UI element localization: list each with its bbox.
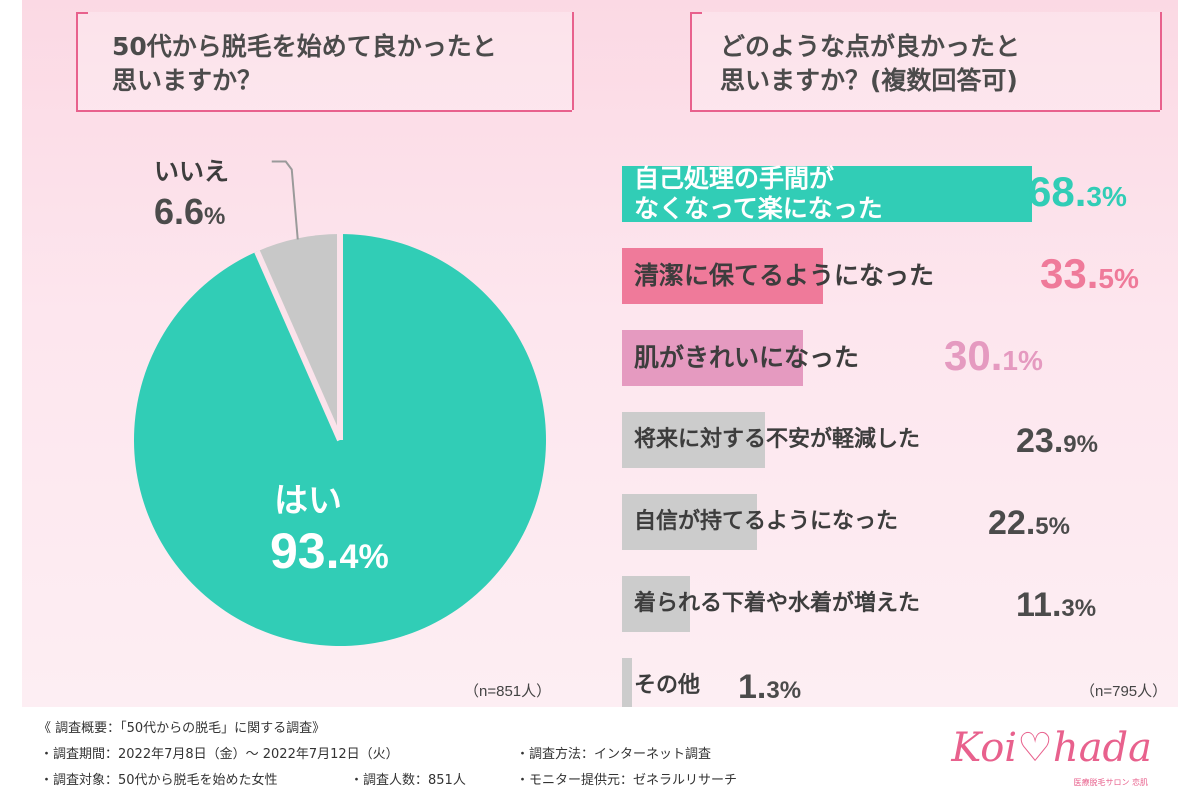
survey-method: ・調査方法：インターネット調査: [516, 747, 712, 762]
pie-label-no-value: 6.6%: [154, 191, 225, 232]
bar-value-5: 11.3%: [1016, 586, 1096, 625]
bar-value-3: 23.9%: [1016, 422, 1098, 461]
left-question-line-2: 思いますか？: [112, 66, 263, 95]
bar-value-3-pct: %: [1076, 431, 1098, 458]
bar-value-4-small: 5: [1035, 513, 1049, 540]
right-question-text: どのような点が良かったと 思いますか？(複数回答可): [720, 30, 1020, 98]
survey-provider: ・モニター提供元：ゼネラルリサーチ: [516, 773, 738, 788]
pie-yes-num: 93.: [270, 523, 340, 579]
bar-label-6-line-0: その他: [634, 673, 701, 698]
bar-2: [622, 330, 803, 386]
pie-no-pct: %: [204, 203, 225, 230]
pie-chart: いいえ 6.6% はい 93.4%: [133, 157, 547, 646]
bar-value-2-num: 30.: [944, 332, 1003, 379]
bar-3: [622, 412, 766, 468]
bar-label-4-line-0: 自信が持てるようになった: [634, 509, 899, 534]
bar-chart: 自己処理の手間が なくなって楽になった 68.3% 清潔に保てるようになった 33.5%…: [22, 0, 1178, 714]
bar-5: [622, 576, 690, 632]
left-question-text: 50代から脱毛を始めて良かったと 思いますか？: [112, 30, 497, 98]
bar-value-1: 33.5%: [1040, 250, 1139, 298]
bar-0: [622, 166, 1032, 222]
bar-value-5-num: 11.: [1016, 586, 1062, 624]
bar-label-1-line-0: 清潔に保てるようになった: [634, 261, 935, 290]
bar-value-2-pct: %: [1017, 345, 1043, 376]
bar-1: [622, 248, 823, 304]
bar-value-1-small: 5: [1098, 263, 1114, 294]
left-sample-size: （n=851人）: [464, 683, 552, 700]
pie-yes-pct: %: [358, 538, 388, 576]
bar-label-1: 清潔に保てるようになった: [634, 260, 935, 292]
bar-6: [622, 658, 632, 714]
bar-value-0-pct: %: [1101, 181, 1127, 212]
bar-value-3-num: 23.: [1016, 422, 1064, 460]
survey-target: ・調査対象：50代から脱毛を始めた女性: [40, 773, 278, 788]
bar-value-6-num: 1.: [738, 668, 767, 706]
bar-value-2: 30.1%: [944, 332, 1043, 380]
right-question-line-2: 思いますか？(複数回答可): [720, 66, 1018, 95]
pie-no-num: 6.6: [154, 191, 204, 232]
bar-label-0-line-0: 自己処理の手間が: [634, 164, 835, 193]
bar-value-5-small: 3: [1061, 595, 1075, 622]
pie-yes-small: 4: [340, 538, 359, 576]
survey-period: ・調査期間：2022年7月8日（金）～ 2022年7月12日（火）: [40, 747, 399, 762]
right-sample-size: （n=795人）: [1080, 683, 1168, 700]
bar-value-5-pct: %: [1074, 595, 1097, 622]
bar-value-3-small: 9: [1063, 431, 1077, 458]
bar-value-4-num: 22.: [988, 504, 1036, 542]
pie-label-no-name: いいえ: [154, 157, 229, 186]
bar-value-6: 1.3%: [738, 668, 801, 707]
bar-value-0-small: 3: [1086, 181, 1102, 212]
bar-value-6-pct: %: [779, 677, 802, 704]
right-question-line-1: どのような点が良かったと: [720, 32, 1021, 61]
bar-value-6-small: 3: [766, 677, 780, 704]
pie-gap-line-2: [254, 250, 343, 442]
koihada-logo: Koi♡hada: [951, 725, 1152, 771]
bar-value-1-num: 33.: [1040, 250, 1099, 297]
survey-overview: 《 調査概要：「50代からの脱毛」に関する調査》: [38, 721, 326, 736]
survey-panel: 50代から脱毛を始めて良かったと 思いますか？ どのような点が良かったと 思いま…: [22, 0, 1178, 714]
bar-label-3-line-0: 将来に対する不安が軽減した: [634, 427, 921, 452]
bar-label-5-line-0: 着られる下着や水着が増えた: [634, 591, 921, 616]
bar-label-0: 自己処理の手間が なくなって楽になった: [634, 164, 883, 224]
bar-4: [622, 494, 757, 550]
right-question-box: どのような点が良かったと 思いますか？(複数回答可): [690, 12, 1162, 112]
survey-footer: 《 調査概要：「50代からの脱毛」に関する調査》 ・調査期間：2022年7月8日…: [0, 707, 1200, 800]
pie-label-yes-name: はい: [274, 481, 342, 521]
bar-label-0-line-1: なくなって楽になった: [634, 194, 883, 223]
bar-label-6: その他: [634, 670, 700, 702]
left-question-box: 50代から脱毛を始めて良かったと 思いますか？: [76, 12, 574, 112]
pie-label-yes-value: 93.4%: [270, 523, 389, 579]
bar-value-0: 68.3%: [1028, 168, 1127, 216]
bar-label-4: 自信が持てるようになった: [634, 506, 898, 538]
koihada-logo-subtitle: 医療脱毛サロン 恋肌: [1073, 778, 1148, 787]
bar-value-4: 22.5%: [988, 504, 1070, 543]
bar-label-3: 将来に対する不安が軽減した: [634, 424, 920, 456]
bar-value-1-pct: %: [1113, 263, 1139, 294]
left-question-line-1: 50代から脱毛を始めて良かったと: [112, 32, 497, 61]
bar-label-5: 着られる下着や水着が増えた: [634, 588, 920, 620]
bar-value-2-small: 1: [1002, 345, 1018, 376]
bar-label-2: 肌がきれいになった: [634, 342, 860, 374]
bar-label-2-line-0: 肌がきれいになった: [634, 343, 860, 372]
bar-value-4-pct: %: [1048, 513, 1070, 540]
pie-leader-line: [271, 160, 299, 240]
survey-count: ・調査人数：851人: [350, 773, 466, 788]
bar-value-0-num: 68.: [1028, 168, 1087, 215]
